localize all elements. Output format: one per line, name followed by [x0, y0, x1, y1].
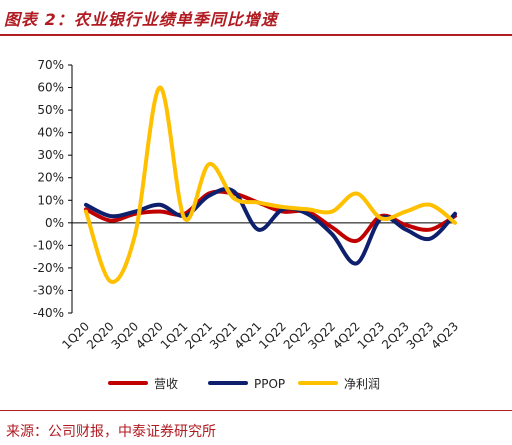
y-tick-label: 20% — [37, 171, 64, 185]
y-tick-label: -40% — [33, 306, 64, 320]
x-tick-label: 1Q23 — [355, 319, 388, 352]
legend-item: 净利润 — [298, 377, 380, 391]
legend-item: 营收 — [108, 377, 178, 391]
source-note: 来源：公司财报，中泰证券研究所 — [6, 424, 216, 440]
legend-label: 营收 — [154, 377, 178, 391]
x-tick-label: 2Q22 — [281, 319, 314, 352]
x-axis: 1Q202Q203Q204Q201Q212Q213Q214Q211Q222Q22… — [59, 222, 461, 352]
x-tick-label: 1Q20 — [59, 319, 92, 352]
y-tick-label: -20% — [33, 261, 64, 275]
legend: 营收 PPOP 净利润 — [108, 377, 380, 391]
x-tick-label: 4Q23 — [428, 319, 461, 352]
series-line-net-profit — [84, 85, 457, 284]
x-tick-label: 3Q22 — [305, 319, 338, 352]
chart-title: 图表 2：农业银行业绩单季同比增速 — [4, 10, 278, 29]
y-tick-label: 0% — [45, 216, 64, 230]
y-tick-label: 50% — [37, 103, 64, 117]
legend-label: 净利润 — [344, 377, 380, 391]
series-line-ppop — [84, 187, 457, 266]
x-tick-label: 3Q20 — [109, 319, 142, 352]
y-tick-label: 70% — [37, 58, 64, 72]
x-tick-label: 2Q21 — [182, 319, 215, 352]
x-tick-label: 2Q23 — [379, 319, 412, 352]
source-divider — [0, 410, 512, 411]
title-divider — [0, 34, 512, 36]
legend-item: PPOP — [208, 377, 285, 391]
y-tick-label: 40% — [37, 126, 64, 140]
y-tick-label: -10% — [33, 238, 64, 252]
y-tick-label: 60% — [37, 81, 64, 95]
x-tick-label: 3Q23 — [404, 319, 437, 352]
x-tick-label: 4Q22 — [330, 319, 363, 352]
x-tick-label: 1Q22 — [256, 319, 289, 352]
x-tick-label: 4Q20 — [133, 319, 166, 352]
y-tick-label: 10% — [37, 193, 64, 207]
y-tick-label: 30% — [37, 148, 64, 162]
x-tick-label: 2Q20 — [84, 319, 117, 352]
y-axis: 70% 60% 50% 40% 30% 20% 10% 0% -10% -20% -30% -40% — [33, 58, 73, 320]
x-tick-label: 1Q21 — [158, 319, 191, 352]
legend-label: PPOP — [254, 377, 285, 391]
series-lines — [84, 85, 457, 284]
x-tick-label: 4Q21 — [232, 319, 265, 352]
y-tick-label: -30% — [33, 283, 64, 297]
x-tick-label: 3Q21 — [207, 319, 240, 352]
